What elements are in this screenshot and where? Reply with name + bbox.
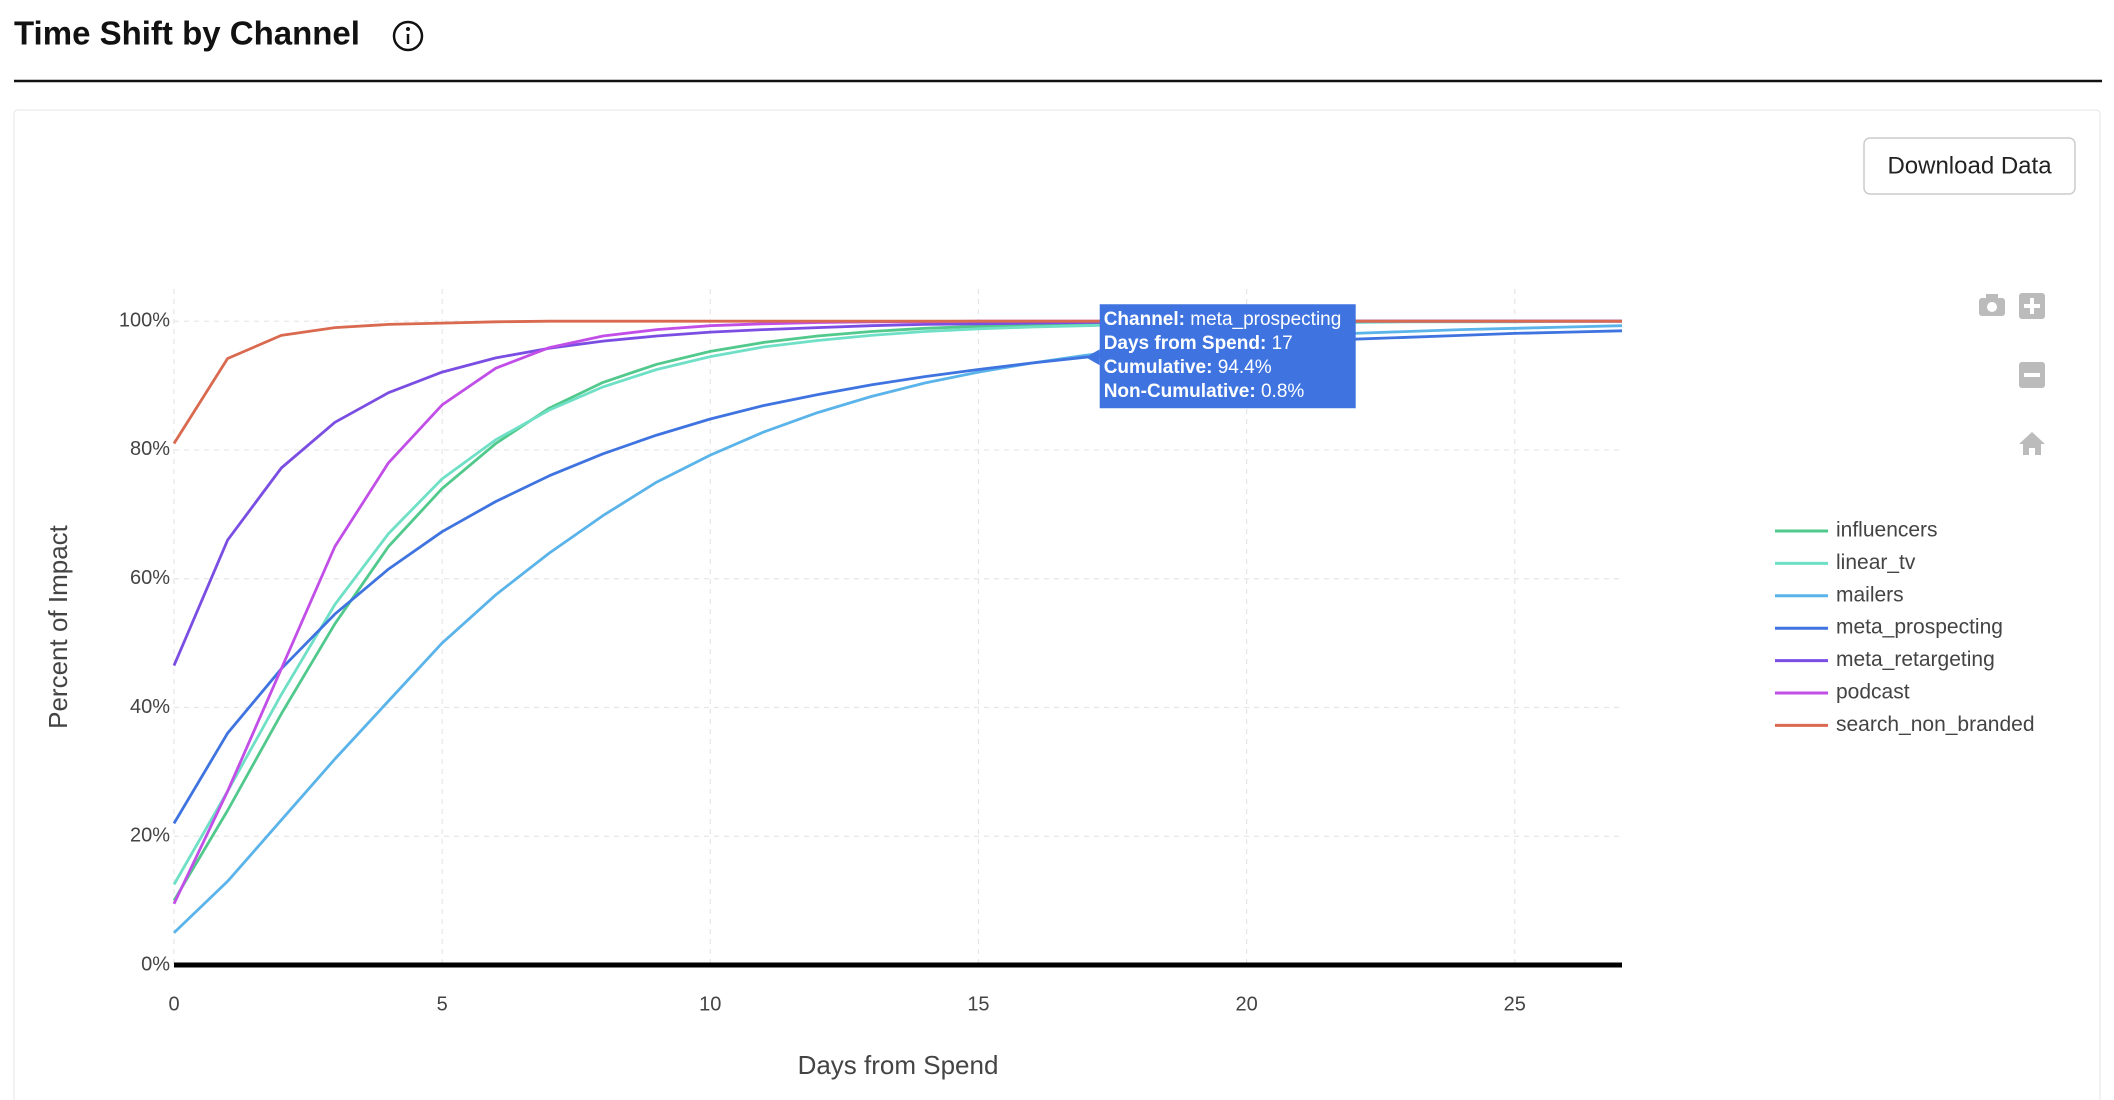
tooltip-value: 94.4% [1218,357,1272,378]
series-line [173,324,1623,934]
zoom-out-button[interactable] [2019,362,2045,388]
tooltip-key: Cumulative: [1104,357,1213,378]
hover-tooltip: Channel: meta_prospecting Days from Spend… [1085,304,1356,409]
legend-item[interactable]: meta_prospecting [1775,616,2003,639]
page-title: Time Shift by Channel [14,15,360,52]
button-label: Download Data [1887,152,2052,179]
zoom-in-button[interactable] [2019,293,2045,319]
x-tick-label: 0 [168,993,179,1015]
tooltip-value: meta_prospecting [1190,309,1341,330]
x-tick-label: 15 [967,993,989,1015]
zoom-in-plus [2024,298,2040,314]
x-tick-label: 5 [437,993,448,1015]
y-axis-title: Percent of Impact [43,524,73,729]
legend-label: influencers [1836,519,1938,542]
y-tick-label: 0% [141,953,170,975]
x-tick-label: 25 [1504,993,1526,1015]
legend-label: podcast [1836,681,1910,704]
info-icon[interactable] [392,20,424,52]
legend-label: linear_tv [1836,551,1916,574]
tooltip-pointer [1085,349,1100,366]
tooltip-row: Channel: meta_prospecting [1104,309,1342,330]
legend-label: meta_prospecting [1836,616,2003,639]
x-tick-label: 10 [699,993,721,1015]
legend-label: mailers [1836,583,1904,606]
legend-item[interactable]: linear_tv [1775,551,1916,574]
y-tick-label: 20% [130,825,170,847]
home-icon [2019,432,2045,455]
y-tick-label: 60% [130,567,170,589]
series-line [172,329,1623,825]
x-axis-title: Days from Spend [798,1050,999,1080]
tooltip-key: Non-Cumulative: [1104,381,1256,402]
y-tick-label: 40% [130,696,170,718]
legend-item[interactable]: meta_retargeting [1775,648,1995,671]
series-line [172,319,1622,445]
tooltip-box [1099,304,1356,409]
legend-item[interactable]: mailers [1775,583,1904,606]
camera-lens [1987,302,1997,312]
legend-label: search_non_branded [1836,713,2035,736]
button-frame [1863,137,2076,195]
download-button[interactable]: Download Data [1863,137,2076,195]
tooltip-key: Days from Spend: [1104,333,1267,354]
camera-button[interactable] [1979,294,2005,316]
tooltip-row: Cumulative: 94.4% [1104,357,1272,378]
legend-item[interactable]: podcast [1775,681,1910,704]
tooltip-row: Non-Cumulative: 0.8% [1104,381,1305,402]
y-tick-label: 80% [130,438,170,460]
legend-item[interactable]: search_non_branded [1775,713,2035,736]
reset-button[interactable] [2019,432,2045,455]
info-circle [392,20,424,52]
legend-item[interactable]: influencers [1775,519,1938,542]
tooltip-value: 17 [1272,333,1293,354]
legend-label: meta_retargeting [1836,648,1995,671]
tooltip-value: 0.8% [1261,381,1304,402]
camera-top [1986,294,1998,299]
info-dot [406,27,410,31]
tooltip-row: Days from Spend: 17 [1104,333,1293,354]
x-tick-label: 20 [1235,993,1257,1015]
modebar [1979,293,2045,455]
y-tick-label: 100% [119,309,170,331]
tooltip-key: Channel: [1104,309,1185,330]
chart-card [13,109,2101,1100]
